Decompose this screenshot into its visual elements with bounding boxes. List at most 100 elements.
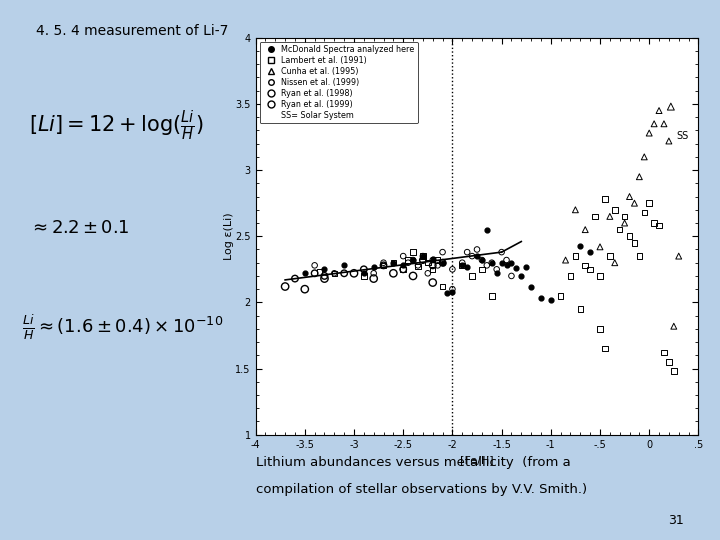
McDonald Spectra analyzed here xyxy=(456,261,468,269)
Lambert et al. (1991) xyxy=(604,252,616,260)
Ryan et al. (1999) xyxy=(299,285,310,294)
Lambert et al. (1991) xyxy=(486,292,498,300)
Ryan et al. (1998) xyxy=(319,272,330,280)
Nissen et al. (1999) xyxy=(501,256,513,265)
Lambert et al. (1991) xyxy=(432,256,444,265)
Lambert et al. (1991) xyxy=(422,259,433,267)
Lambert et al. (1991) xyxy=(328,269,340,278)
Lambert et al. (1991) xyxy=(314,268,325,276)
Cunha et al. (1995) xyxy=(624,192,635,201)
Lambert et al. (1991) xyxy=(555,292,567,300)
McDonald Spectra analyzed here xyxy=(427,254,438,263)
Lambert et al. (1991) xyxy=(629,239,640,247)
Lambert et al. (1991) xyxy=(456,261,468,269)
Lambert et al. (1991) xyxy=(358,272,369,280)
Lambert et al. (1991) xyxy=(412,262,423,271)
Cunha et al. (1995) xyxy=(653,106,665,115)
Lambert et al. (1991) xyxy=(594,325,606,333)
Nissen et al. (1999) xyxy=(446,285,458,294)
Nissen et al. (1999) xyxy=(476,256,487,265)
Ryan et al. (1998) xyxy=(397,265,409,274)
Nissen et al. (1999) xyxy=(417,252,428,260)
Text: $\frac{Li}{H} \approx (1.6 \pm 0.4) \times 10^{-10}$: $\frac{Li}{H} \approx (1.6 \pm 0.4) \tim… xyxy=(22,313,222,342)
Point xyxy=(665,102,677,111)
Lambert et al. (1991) xyxy=(476,265,487,274)
Ryan et al. (1999) xyxy=(387,269,399,278)
Nissen et al. (1999) xyxy=(456,259,468,267)
Cunha et al. (1995) xyxy=(663,137,675,145)
Nissen et al. (1999) xyxy=(408,256,419,265)
Cunha et al. (1995) xyxy=(618,219,631,227)
McDonald Spectra analyzed here xyxy=(299,269,310,278)
Lambert et al. (1991) xyxy=(614,225,626,234)
Lambert et al. (1991) xyxy=(609,206,621,214)
Lambert et al. (1991) xyxy=(624,232,635,241)
Nissen et al. (1999) xyxy=(437,248,449,256)
Ryan et al. (1998) xyxy=(309,269,320,278)
Cunha et al. (1995) xyxy=(580,225,591,234)
Lambert et al. (1991) xyxy=(618,212,631,221)
McDonald Spectra analyzed here xyxy=(526,282,537,291)
McDonald Spectra analyzed here xyxy=(575,241,586,250)
Ryan et al. (1999) xyxy=(279,282,291,291)
McDonald Spectra analyzed here xyxy=(510,264,522,272)
McDonald Spectra analyzed here xyxy=(368,262,379,271)
Lambert et al. (1991) xyxy=(644,199,655,207)
Lambert et al. (1991) xyxy=(397,265,409,274)
Cunha et al. (1995) xyxy=(639,153,650,161)
McDonald Spectra analyzed here xyxy=(516,272,527,280)
McDonald Spectra analyzed here xyxy=(476,256,487,265)
Nissen et al. (1999) xyxy=(427,256,438,265)
McDonald Spectra analyzed here xyxy=(387,259,399,267)
Lambert et al. (1991) xyxy=(408,248,419,256)
Lambert et al. (1991) xyxy=(648,219,660,227)
Cunha et al. (1995) xyxy=(604,212,616,221)
Lambert et al. (1991) xyxy=(594,272,606,280)
Ryan et al. (1998) xyxy=(358,265,369,274)
Nissen et al. (1999) xyxy=(422,269,433,278)
Text: 31: 31 xyxy=(668,514,684,526)
Cunha et al. (1995) xyxy=(629,199,640,207)
Cunha et al. (1995) xyxy=(658,119,670,128)
Text: $[Li] = 12 + \log(\frac{Li}{H})$: $[Li] = 12 + \log(\frac{Li}{H})$ xyxy=(29,108,204,143)
Lambert et al. (1991) xyxy=(599,345,611,353)
Ryan et al. (1999) xyxy=(348,269,360,278)
Lambert et al. (1991) xyxy=(387,259,399,267)
Lambert et al. (1991) xyxy=(417,252,428,260)
McDonald Spectra analyzed here xyxy=(521,262,532,271)
Nissen et al. (1999) xyxy=(486,259,498,267)
Cunha et al. (1995) xyxy=(644,129,655,137)
McDonald Spectra analyzed here xyxy=(486,259,498,267)
McDonald Spectra analyzed here xyxy=(496,259,508,267)
Lambert et al. (1991) xyxy=(575,305,586,313)
Legend: McDonald Spectra analyzed here, Lambert et al. (1991), Cunha et al. (1995), Niss: McDonald Spectra analyzed here, Lambert … xyxy=(260,42,418,123)
Lambert et al. (1991) xyxy=(580,261,591,269)
McDonald Spectra analyzed here xyxy=(417,252,428,260)
Ryan et al. (1998) xyxy=(437,259,449,267)
Nissen et al. (1999) xyxy=(397,252,409,260)
X-axis label: [Fe/H]: [Fe/H] xyxy=(460,455,494,465)
Nissen et al. (1999) xyxy=(309,261,320,269)
Ryan et al. (1999) xyxy=(408,272,419,280)
McDonald Spectra analyzed here xyxy=(397,261,409,269)
Lambert et al. (1991) xyxy=(639,208,650,217)
Nissen et al. (1999) xyxy=(368,269,379,278)
Lambert et al. (1991) xyxy=(467,272,478,280)
Cunha et al. (1995) xyxy=(609,259,621,267)
Lambert et al. (1991) xyxy=(653,221,665,230)
Cunha et al. (1995) xyxy=(634,172,645,181)
Y-axis label: Log ε(Li): Log ε(Li) xyxy=(224,212,234,260)
McDonald Spectra analyzed here xyxy=(408,256,419,265)
Lambert et al. (1991) xyxy=(634,252,645,260)
Lambert et al. (1991) xyxy=(663,357,675,366)
McDonald Spectra analyzed here xyxy=(441,289,454,298)
McDonald Spectra analyzed here xyxy=(501,261,513,269)
Nissen et al. (1999) xyxy=(467,252,478,260)
Cunha et al. (1995) xyxy=(668,322,680,330)
Lambert et al. (1991) xyxy=(437,282,449,291)
Lambert et al. (1991) xyxy=(599,195,611,204)
Lambert et al. (1991) xyxy=(427,265,438,274)
McDonald Spectra analyzed here xyxy=(481,225,492,234)
McDonald Spectra analyzed here xyxy=(471,252,482,260)
Text: $\approx 2.2 \pm 0.1$: $\approx 2.2 \pm 0.1$ xyxy=(29,219,130,237)
